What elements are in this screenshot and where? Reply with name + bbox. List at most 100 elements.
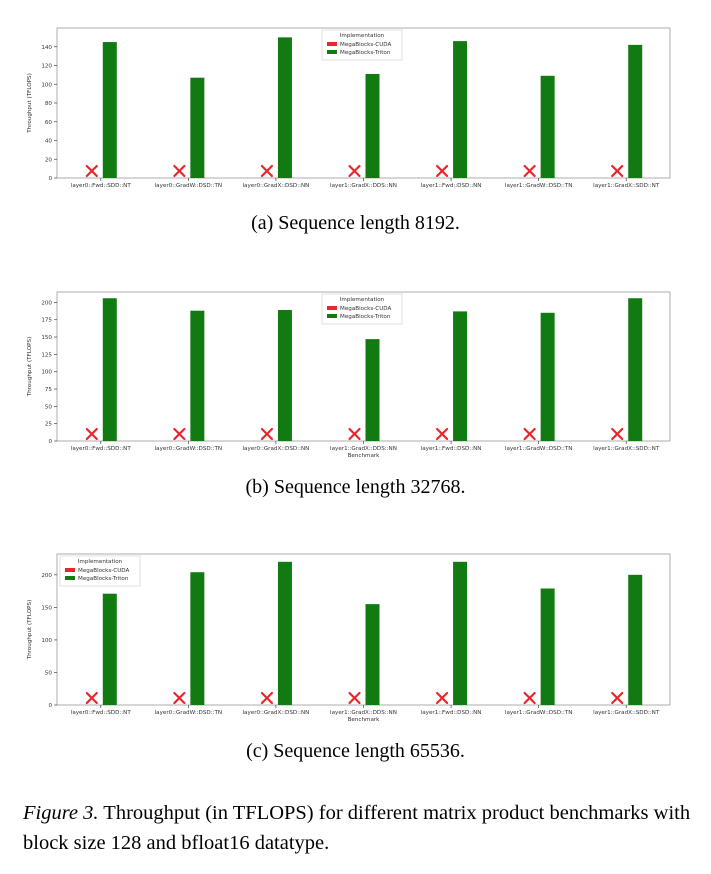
- x-axis-label: Benchmark: [348, 717, 381, 723]
- y-tick-label: 80: [45, 101, 53, 107]
- bar-megablocks-triton: [366, 604, 380, 705]
- legend: Implementation MegaBlocks-CUDA MegaBlocks-…: [60, 556, 140, 586]
- y-tick-label: 150: [41, 335, 52, 341]
- x-tick-label: layer1::GradX::DDS::NN: [330, 183, 397, 189]
- x-tick-label: layer1::Fwd::DSD::NN: [421, 710, 482, 716]
- y-tick-label: 140: [41, 45, 52, 51]
- x-tick-label: layer1::GradX::DDS::NN: [330, 446, 397, 452]
- bar-megablocks-triton: [103, 594, 117, 705]
- chart-panel-a: 0 20 40 60 80 100 120 140 Throughput (TFLOPS) lay…: [0, 0, 711, 200]
- marker-megablocks-cuda-x: [174, 166, 184, 176]
- legend-title: Implementation: [340, 33, 385, 39]
- marker-megablocks-cuda-x: [437, 166, 447, 176]
- bar-megablocks-triton: [103, 42, 117, 178]
- y-tick-label: 200: [41, 300, 52, 306]
- bar-chart-a: 0 20 40 60 80 100 120 140 Throughput (TFLOPS) lay…: [0, 0, 711, 200]
- legend-entry: MegaBlocks-CUDA: [340, 42, 392, 48]
- x-tick-label: layer1::GradW::DSD::TN: [505, 710, 572, 716]
- y-tick-label: 60: [45, 120, 53, 126]
- legend-title: Implementation: [340, 297, 385, 303]
- marker-megablocks-cuda-x: [525, 693, 535, 703]
- bar-megablocks-triton: [628, 45, 642, 178]
- y-tick-label: 100: [41, 370, 52, 376]
- figure-caption-label: Figure 3.: [23, 802, 99, 824]
- y-tick-label: 100: [41, 638, 52, 644]
- legend-swatch: [65, 568, 75, 572]
- bar-megablocks-triton: [453, 562, 467, 705]
- y-axis-label: Throughput (TFLOPS): [27, 73, 33, 134]
- y-axis-label: Throughput (TFLOPS): [27, 337, 33, 398]
- bar-megablocks-triton: [541, 76, 555, 178]
- marker-megablocks-cuda-x: [262, 693, 272, 703]
- bar-megablocks-triton: [190, 78, 204, 178]
- marker-megablocks-cuda-x: [437, 429, 447, 439]
- subcaption-c: (c) Sequence length 65536.: [0, 740, 711, 763]
- x-tick-label: layer0::GradW::DSD::TN: [155, 446, 222, 452]
- y-tick-label: 50: [45, 404, 53, 410]
- legend-swatch: [327, 306, 337, 310]
- bar-megablocks-triton: [190, 572, 204, 705]
- y-tick-label: 200: [41, 573, 52, 579]
- marker-megablocks-cuda-x: [350, 429, 360, 439]
- x-tick-label: layer1::GradX::SDD::NT: [593, 183, 660, 189]
- y-tick-label: 120: [41, 64, 52, 70]
- x-tick-label: layer0::GradW::DSD::TN: [155, 710, 222, 716]
- y-tick-label: 0: [48, 703, 52, 709]
- legend-title: Implementation: [78, 559, 123, 565]
- legend-swatch: [65, 576, 75, 580]
- marker-megablocks-cuda-x: [174, 429, 184, 439]
- bar-megablocks-triton: [103, 298, 117, 441]
- bar-megablocks-triton: [541, 313, 555, 441]
- y-tick-label: 50: [45, 670, 53, 676]
- y-tick-label: 0: [48, 439, 52, 445]
- legend-entry: MegaBlocks-Triton: [340, 314, 391, 320]
- y-tick-label: 100: [41, 82, 52, 88]
- y-tick-label: 0: [48, 176, 52, 182]
- bar-megablocks-triton: [628, 298, 642, 441]
- legend-entry: MegaBlocks-Triton: [340, 50, 391, 56]
- y-tick-label: 125: [41, 352, 52, 358]
- subcaption-a: (a) Sequence length 8192.: [0, 212, 711, 235]
- marker-megablocks-cuda-x: [437, 693, 447, 703]
- marker-megablocks-cuda-x: [174, 693, 184, 703]
- plot-area-frame: [57, 554, 670, 705]
- y-tick-label: 20: [45, 157, 53, 163]
- bar-megablocks-triton: [366, 74, 380, 178]
- y-tick-label: 175: [41, 318, 52, 324]
- x-tick-label: layer1::Fwd::DSD::NN: [421, 183, 482, 189]
- bar-megablocks-triton: [453, 311, 467, 441]
- legend-entry: MegaBlocks-CUDA: [340, 306, 392, 312]
- y-tick-label: 150: [41, 605, 52, 611]
- marker-megablocks-cuda-x: [350, 166, 360, 176]
- bar-megablocks-triton: [278, 562, 292, 705]
- x-tick-label: layer0::GradW::DSD::TN: [155, 183, 222, 189]
- legend-entry: MegaBlocks-CUDA: [78, 568, 130, 574]
- bar-megablocks-triton: [278, 310, 292, 441]
- marker-megablocks-cuda-x: [612, 166, 622, 176]
- bar-megablocks-triton: [278, 37, 292, 178]
- bar-megablocks-triton: [366, 339, 380, 441]
- chart-panel-b: 0 25 50 75 100 125 150 175 200 Throughput (TFLOPS…: [0, 262, 711, 462]
- marker-megablocks-cuda-x: [525, 166, 535, 176]
- y-tick-label: 40: [45, 139, 53, 145]
- legend-swatch: [327, 50, 337, 54]
- legend-swatch: [327, 42, 337, 46]
- legend: Implementation MegaBlocks-CUDA MegaBlocks-…: [322, 294, 402, 324]
- y-axis-label: Throughput (TFLOPS): [27, 600, 33, 661]
- marker-megablocks-cuda-x: [87, 166, 97, 176]
- x-tick-label: layer1::GradW::DSD::TN: [505, 446, 572, 452]
- y-tick-label: 25: [45, 422, 53, 428]
- marker-megablocks-cuda-x: [612, 693, 622, 703]
- bar-megablocks-triton: [190, 311, 204, 441]
- y-tick-label: 75: [45, 387, 53, 393]
- x-tick-label: layer1::GradX::SDD::NT: [593, 446, 660, 452]
- bar-chart-b: 0 25 50 75 100 125 150 175 200 Throughput (TFLOPS…: [0, 262, 711, 462]
- marker-megablocks-cuda-x: [612, 429, 622, 439]
- x-tick-label: layer0::Fwd::SDD::NT: [71, 183, 132, 189]
- bar-megablocks-triton: [453, 41, 467, 178]
- figure-caption-text: Throughput (in TFLOPS) for different mat…: [23, 802, 690, 854]
- x-tick-label: layer1::GradW::DSD::TN: [505, 183, 572, 189]
- x-axis-label: Benchmark: [348, 453, 381, 459]
- x-tick-label: layer0::Fwd::SDD::NT: [71, 710, 132, 716]
